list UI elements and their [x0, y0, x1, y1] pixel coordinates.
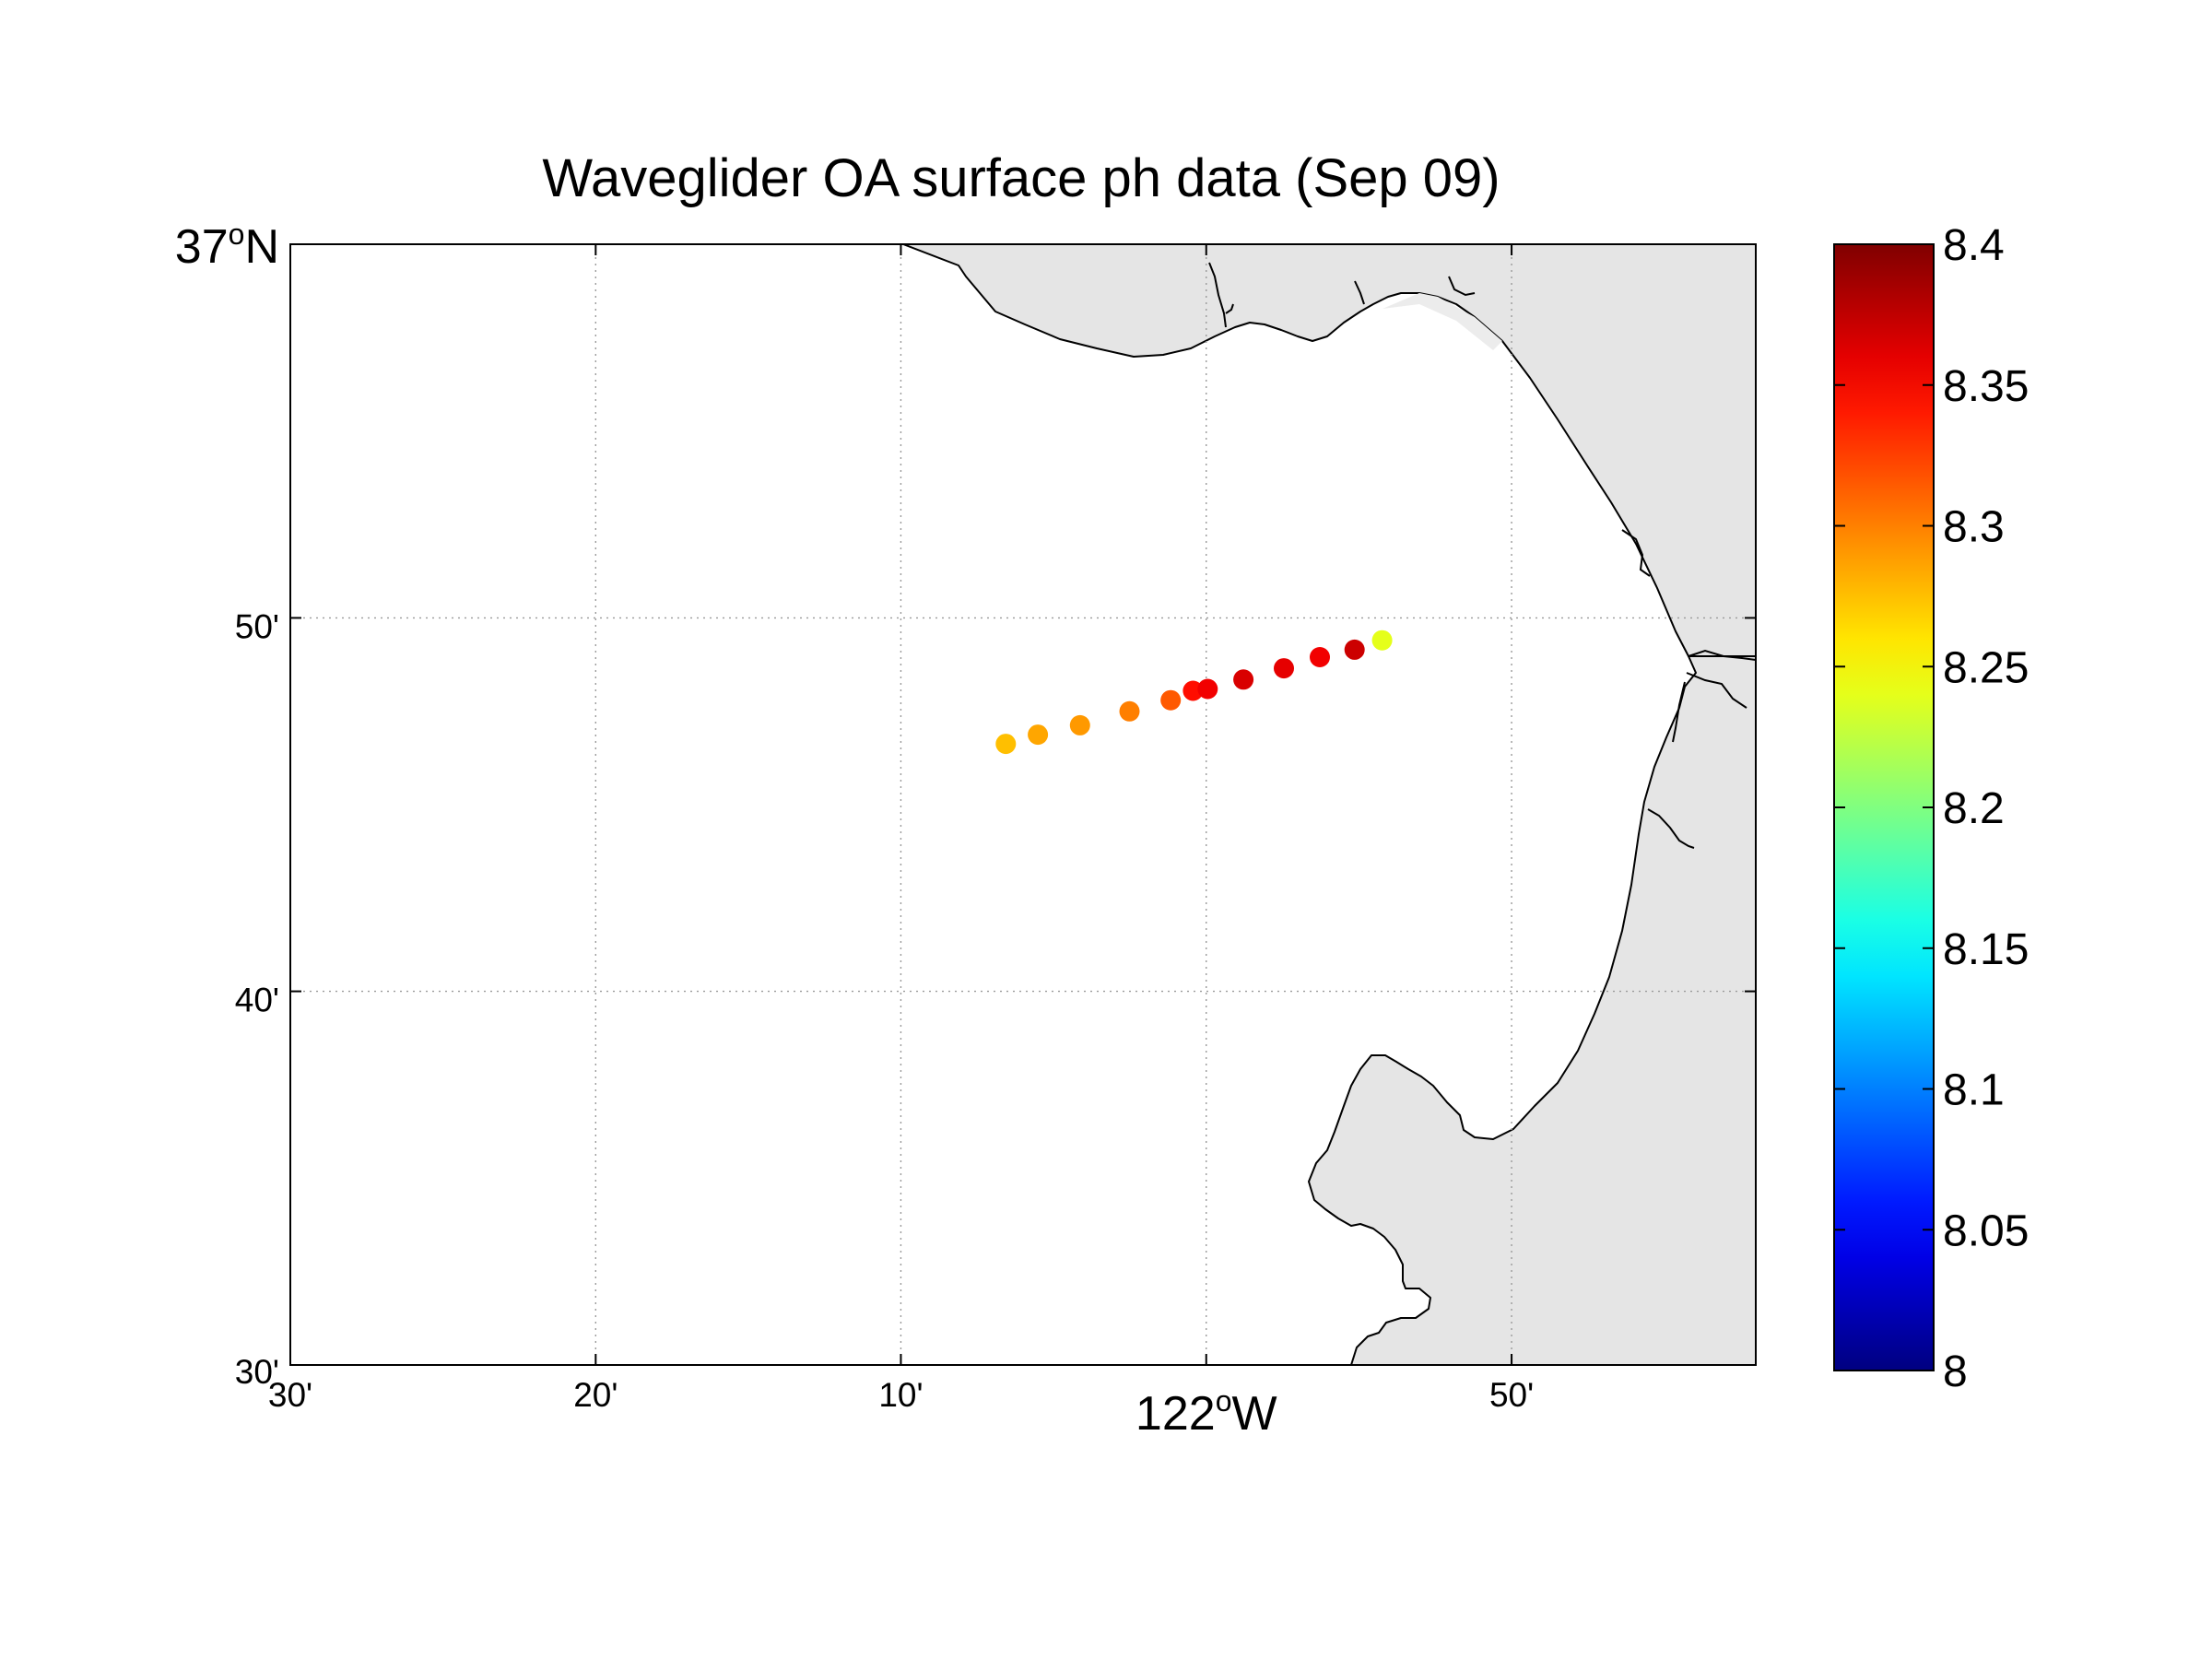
river-north-2	[1225, 303, 1234, 314]
y-tick-label: 30'	[235, 1353, 279, 1391]
data-point	[1274, 658, 1294, 679]
x-tick-label: 30'	[268, 1376, 312, 1414]
x-tick-label: 10'	[878, 1376, 923, 1414]
data-point	[1028, 724, 1049, 746]
river-north-1	[1208, 262, 1227, 328]
colorbar-tick-label: 8.2	[1943, 784, 2005, 833]
land-north	[902, 244, 1756, 657]
data-point	[1197, 678, 1218, 700]
river-salinas	[1647, 808, 1695, 849]
data-points	[995, 629, 1393, 755]
colorbar-tick-label: 8.35	[1943, 362, 2029, 411]
data-point	[1233, 669, 1254, 690]
x-tick-label: 20'	[573, 1376, 618, 1414]
colorbar-tick-label: 8.4	[1943, 221, 2005, 270]
data-point	[1310, 647, 1330, 667]
map-title: Waveglider OA surface ph data (Sep 09)	[542, 148, 1500, 208]
data-point	[1119, 700, 1140, 722]
colorbar-gradient	[1833, 243, 1935, 1371]
x-tick-label: 50'	[1489, 1376, 1534, 1414]
data-point	[995, 734, 1017, 755]
data-point	[1344, 639, 1365, 660]
y-tick-label: 40'	[235, 982, 279, 1019]
coastal-shelf	[1382, 293, 1502, 350]
y-tick-label: 37oN	[175, 218, 279, 274]
colorbar-tick-label: 8.25	[1943, 643, 2029, 692]
river-north-3	[1354, 280, 1365, 305]
y-tick-label: 50'	[235, 607, 279, 645]
data-point	[1371, 629, 1393, 651]
x-tick-label: 122oW	[1135, 1384, 1277, 1441]
grid	[290, 244, 1756, 1365]
plot-frame	[289, 243, 1757, 1366]
colorbar-ticks: 8 8.05 8.1 8.15 8.2 8.25 8.3 8.35 8.4	[1834, 221, 2029, 1396]
river-moss-landing-1	[1621, 529, 1651, 577]
land-south	[1308, 655, 1756, 1365]
colorbar: 8 8.05 8.1 8.15 8.2 8.25 8.3 8.35 8.4	[1833, 221, 2029, 1396]
data-point	[1160, 689, 1182, 711]
colorbar-tick-label: 8.05	[1943, 1206, 2029, 1255]
river-moss-landing-3	[1686, 672, 1747, 709]
colorbar-tick-label: 8	[1943, 1347, 1968, 1396]
colorbar-tick-label: 8.15	[1943, 925, 2029, 974]
colorbar-tick-label: 8.3	[1943, 503, 2005, 552]
data-point	[1069, 714, 1090, 735]
colorbar-tick-label: 8.1	[1943, 1066, 2005, 1115]
river-north-4	[1448, 276, 1476, 297]
axis-ticks: 30' 20' 10' 122oW 50' 37oN 50' 40' 30'	[175, 218, 1756, 1441]
river-moss-landing-2	[1688, 649, 1756, 661]
land-layer	[902, 244, 1756, 1365]
river-moss-landing-4	[1672, 681, 1686, 743]
